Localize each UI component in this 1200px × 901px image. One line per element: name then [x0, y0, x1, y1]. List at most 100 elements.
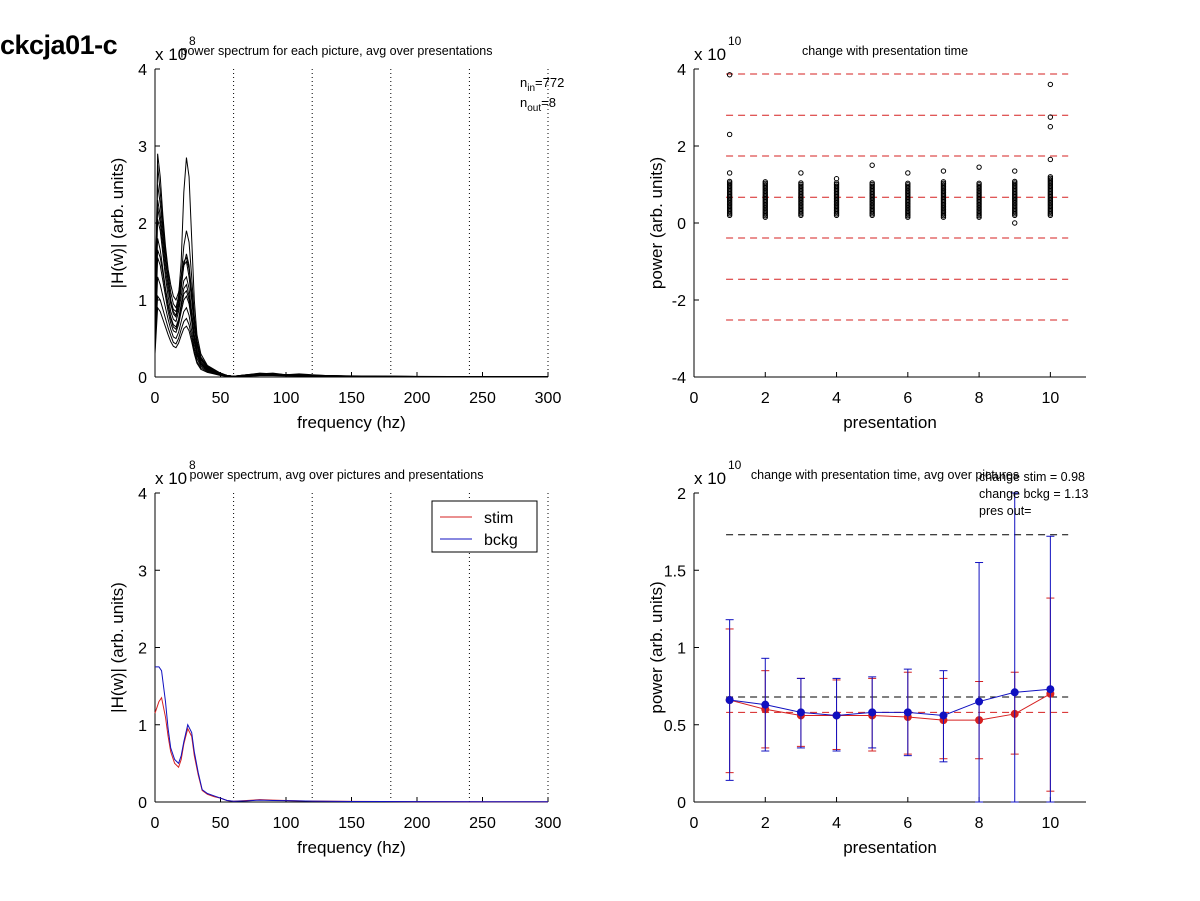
chart-title: power spectrum, avg over pictures and pr…: [190, 468, 484, 482]
scatter-point: [1012, 178, 1018, 185]
y-tick-label: 4: [138, 62, 147, 79]
x-tick-label: 0: [151, 390, 160, 407]
axis-exponent: 10: [728, 458, 742, 472]
scatter-point: [940, 179, 947, 185]
y-tick-label: 4: [138, 486, 147, 503]
scatter-point: [798, 180, 804, 186]
x-tick-label: 300: [535, 390, 562, 407]
scatter-outlier: [905, 170, 911, 176]
x-tick-label: 250: [469, 390, 496, 407]
scatter-point: [976, 180, 982, 187]
x-tick-label: 100: [273, 390, 300, 407]
y-tick-label: 0: [138, 795, 147, 812]
presentation-column: [762, 179, 768, 220]
x-axis-label: presentation: [843, 413, 937, 432]
chart-spectrum_avg: 0 50 100 150 200 250 300 0 1 2 3 4 frequency (hz) |H(…: [108, 458, 561, 857]
axis-exponent-prefix: x 10: [155, 469, 187, 488]
x-tick-label: 200: [404, 390, 431, 407]
scatter-point: [726, 178, 733, 185]
y-tick-label: 2: [138, 641, 147, 658]
y-tick-label: 0.5: [664, 718, 686, 735]
data-point-bckg: [903, 708, 912, 717]
axis-exponent: 8: [189, 458, 196, 472]
y-axis-label: power (arb. units): [647, 157, 666, 289]
axis-exponent-prefix: x 10: [694, 469, 726, 488]
x-tick-label: 8: [975, 815, 984, 832]
series-line-trace-2: [154, 199, 549, 378]
presentation-column: [940, 168, 947, 220]
annotation-line: change stim = 0.98: [979, 470, 1085, 484]
series-line-trace-0: [154, 157, 549, 378]
x-tick-label: 0: [690, 815, 699, 832]
series-line-trace-10: [154, 207, 549, 378]
figure-title: ckcja01-c: [0, 30, 118, 60]
scatter-outlier: [940, 168, 947, 174]
data-point-bckg: [725, 696, 734, 705]
y-tick-label: 3: [138, 139, 147, 156]
scatter-outlier: [726, 72, 733, 78]
axis-exponent-prefix: x 10: [694, 45, 726, 64]
scatter-outlier: [726, 170, 733, 176]
presentation-column: [726, 72, 733, 219]
data-point-bckg: [832, 711, 841, 720]
y-axis-label: |H(w)| (arb. units): [108, 582, 127, 713]
chart-power_avg: 0 2 4 6 8 10 0 0.5 1 1.5 2 presentation power (arb. …: [647, 458, 1089, 857]
y-tick-label: 2: [677, 139, 686, 156]
series-line-bckg: [729, 688, 1051, 716]
series-line-trace-9: [154, 306, 549, 378]
y-tick-label: -4: [672, 370, 686, 387]
scatter-outlier: [1012, 220, 1018, 226]
y-tick-label: -2: [672, 293, 686, 310]
scatter-outlier: [1047, 156, 1054, 163]
y-tick-label: 3: [138, 563, 147, 580]
x-tick-label: 2: [761, 815, 770, 832]
x-axis-label: presentation: [843, 838, 937, 857]
scatter-outlier: [1047, 114, 1054, 120]
y-axis-label: power (arb. units): [647, 581, 666, 713]
axis-exponent: 10: [728, 34, 742, 48]
legend-label-bckg: bckg: [484, 532, 518, 549]
x-tick-label: 100: [273, 815, 300, 832]
x-tick-label: 4: [832, 390, 841, 407]
scatter-point: [869, 180, 875, 186]
series-line-trace-8: [154, 184, 549, 378]
series-line-trace-6: [154, 276, 549, 378]
y-tick-label: 2: [677, 486, 686, 503]
x-tick-label: 300: [535, 815, 562, 832]
x-tick-label: 250: [469, 815, 496, 832]
series-line-trace-7: [154, 294, 549, 378]
annotation-line: pres out=: [979, 504, 1031, 518]
y-axis-label: |H(w)| (arb. units): [108, 158, 127, 289]
scatter-point: [905, 180, 911, 187]
scatter-point: [762, 179, 768, 185]
scatter-outlier: [1047, 124, 1054, 130]
presentation-column: [833, 176, 840, 219]
scatter-outlier: [1012, 168, 1018, 174]
axis-exponent: 8: [189, 34, 196, 48]
axis-exponent-prefix: x 10: [155, 45, 187, 64]
data-point-bckg: [939, 711, 948, 720]
x-tick-label: 0: [690, 390, 699, 407]
x-tick-label: 50: [212, 815, 230, 832]
y-tick-label: 4: [677, 62, 686, 79]
scatter-outlier: [976, 164, 982, 170]
chart-title: change with presentation time, avg over …: [751, 468, 1019, 482]
y-tick-label: 1: [138, 718, 147, 735]
legend-label-stim: stim: [484, 510, 513, 527]
series-line-trace-1: [154, 153, 549, 378]
y-tick-label: 0: [677, 216, 686, 233]
data-point-bckg: [1046, 685, 1055, 694]
scatter-outlier: [1047, 81, 1054, 88]
scatter-outlier: [726, 131, 733, 138]
x-tick-label: 10: [1041, 815, 1059, 832]
y-tick-label: 0: [138, 370, 147, 387]
x-tick-label: 6: [903, 815, 912, 832]
x-tick-label: 8: [975, 390, 984, 407]
data-point-bckg: [796, 708, 805, 717]
chart-spectrum_each: 0 50 100 150 200 250 300 0 1 2 3 4 frequency (hz) |H(…: [108, 34, 564, 432]
presentation-column: [905, 170, 911, 220]
y-tick-label: 2: [138, 216, 147, 233]
x-tick-label: 4: [832, 815, 841, 832]
x-axis-label: frequency (hz): [297, 838, 406, 857]
